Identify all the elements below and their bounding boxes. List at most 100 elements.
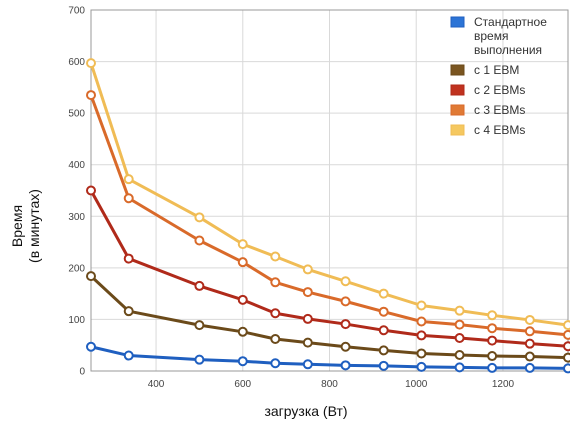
data-point — [487, 310, 498, 321]
data-point — [487, 335, 498, 346]
data-point — [270, 334, 281, 345]
data-point — [340, 341, 351, 352]
data-point — [563, 363, 570, 374]
data-point — [454, 362, 465, 373]
data-point — [524, 351, 535, 362]
data-point — [237, 356, 248, 367]
data-point — [237, 326, 248, 337]
x-tick-label: 1000 — [405, 379, 428, 390]
data-point — [378, 345, 389, 356]
data-point — [237, 239, 248, 250]
data-point — [378, 288, 389, 299]
legend-label: с 3 EBMs — [474, 103, 525, 117]
data-point — [416, 361, 427, 372]
data-point — [302, 264, 313, 275]
data-point — [524, 326, 535, 337]
data-point — [302, 359, 313, 370]
data-point — [86, 185, 96, 196]
data-point — [563, 341, 570, 352]
legend-item-3: с 2 EBMs — [450, 83, 525, 97]
data-point — [487, 362, 498, 373]
data-point — [237, 294, 248, 305]
series-5 — [86, 58, 570, 331]
data-point — [524, 338, 535, 349]
legend-label: Стандартное — [474, 15, 547, 29]
x-tick-label: 1200 — [492, 379, 515, 390]
data-point — [340, 360, 351, 371]
legend-swatch — [450, 16, 465, 28]
data-point — [524, 362, 535, 373]
legend-label: время — [474, 29, 508, 43]
data-point — [194, 280, 205, 291]
data-point — [86, 90, 96, 101]
legend-swatch — [450, 64, 465, 76]
data-point — [454, 319, 465, 330]
y-tick-label: 200 — [68, 263, 85, 274]
data-point — [563, 320, 570, 331]
legend-label: с 1 EBM — [474, 63, 519, 77]
data-point — [454, 332, 465, 343]
data-point — [86, 58, 96, 69]
data-point — [454, 350, 465, 361]
data-point — [270, 308, 281, 319]
legend-swatch — [450, 104, 465, 116]
y-axis-label-line: (в минутах) — [26, 189, 42, 263]
data-point — [340, 319, 351, 330]
data-point — [416, 300, 427, 311]
data-point — [123, 306, 134, 317]
x-axis-label: загрузка (Вт) — [264, 403, 347, 419]
data-point — [378, 360, 389, 371]
data-point — [86, 341, 96, 352]
legend-item-2: с 1 EBM — [450, 63, 519, 77]
data-point — [378, 306, 389, 317]
data-point — [340, 276, 351, 287]
data-point — [237, 257, 248, 268]
data-point — [454, 305, 465, 316]
y-tick-label: 0 — [79, 367, 85, 378]
data-point — [270, 251, 281, 262]
data-point — [194, 212, 205, 223]
data-point — [416, 330, 427, 341]
y-tick-label: 300 — [68, 212, 85, 223]
data-point — [270, 277, 281, 288]
data-point — [487, 351, 498, 362]
y-axis-label: Время(в минутах) — [9, 189, 42, 263]
y-axis-label-line: Время — [9, 205, 25, 247]
y-tick-label: 400 — [68, 160, 85, 171]
legend-label: выполнения — [474, 43, 542, 57]
data-point — [86, 271, 96, 282]
data-point — [194, 235, 205, 246]
data-point — [123, 174, 134, 185]
data-point — [340, 296, 351, 307]
series-4 — [86, 90, 570, 340]
y-tick-label: 500 — [68, 109, 85, 120]
data-point — [416, 316, 427, 327]
y-tick-label: 700 — [68, 6, 85, 17]
series-1 — [86, 341, 570, 374]
data-point — [416, 348, 427, 359]
y-tick-label: 100 — [68, 315, 85, 326]
data-point — [563, 329, 570, 340]
data-point — [524, 314, 535, 325]
x-tick-label: 600 — [234, 379, 251, 390]
data-point — [123, 193, 134, 204]
legend-item-4: с 3 EBMs — [450, 103, 525, 117]
legend-swatch — [450, 84, 465, 96]
data-point — [194, 354, 205, 365]
data-point — [270, 358, 281, 369]
data-point — [302, 287, 313, 298]
x-tick-label: 400 — [148, 379, 165, 390]
data-point — [378, 325, 389, 336]
series-group — [86, 58, 570, 374]
x-axis-ticks: 400 600 800 1000 1200 — [148, 379, 515, 390]
data-point — [302, 313, 313, 324]
legend-item-5: с 4 EBMs — [450, 123, 525, 137]
series-3 — [86, 185, 570, 352]
legend-label: с 2 EBMs — [474, 83, 525, 97]
y-tick-label: 600 — [68, 57, 85, 68]
series-2 — [86, 271, 570, 363]
data-point — [302, 337, 313, 348]
